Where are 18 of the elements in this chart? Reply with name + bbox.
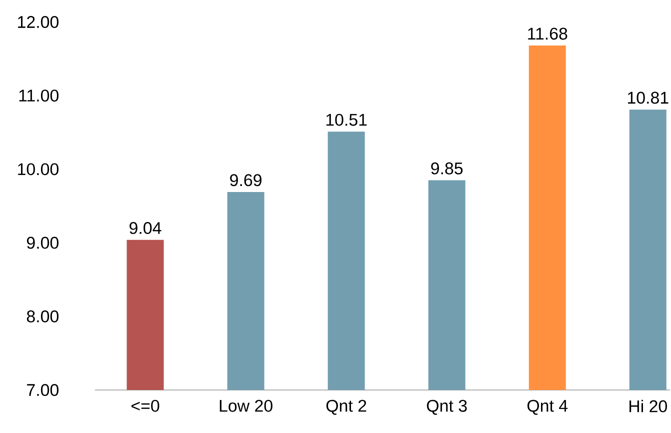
x-tick-label: Qnt 4 — [527, 400, 568, 415]
x-tick-label: <=0 — [131, 400, 160, 412]
data-label: 9.04 — [130, 222, 162, 234]
y-tick-label: 7.00 — [27, 384, 58, 396]
x-tick-label: Qnt 3 — [426, 400, 467, 415]
data-label: 10.51 — [326, 114, 367, 126]
y-tick-label: 11.00 — [19, 90, 58, 102]
y-tick-label: 12.00 — [18, 16, 58, 28]
y-tick-label: 8.00 — [26, 310, 58, 322]
y-tick-label: 9.00 — [26, 236, 58, 249]
data-label: 10.81 — [628, 92, 668, 104]
x-tick-label: Hi 20 — [630, 400, 667, 412]
data-label: 9.85 — [431, 162, 463, 174]
y-tick-label: 10.00 — [18, 163, 58, 176]
x-tick-label: Qnt 2 — [326, 400, 366, 415]
x-tick-label: Low 20 — [220, 400, 272, 412]
data-label: 11.68 — [528, 28, 568, 40]
data-label: 9.69 — [230, 174, 262, 186]
